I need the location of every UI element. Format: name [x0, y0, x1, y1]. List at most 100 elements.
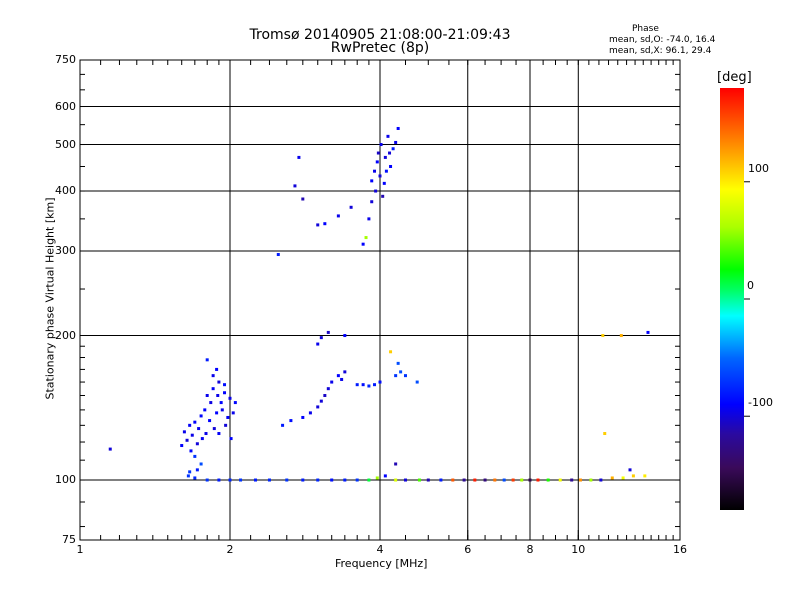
data-point: [403, 478, 407, 482]
data-point: [621, 476, 625, 480]
data-points: [108, 126, 650, 482]
data-point: [349, 205, 353, 209]
data-point: [589, 478, 593, 482]
data-point: [188, 423, 192, 427]
data-point: [361, 383, 365, 387]
data-point: [323, 394, 327, 398]
colorbar-tick-label: 0: [747, 279, 754, 292]
data-point: [631, 474, 635, 478]
data-point: [383, 474, 387, 478]
data-point: [367, 384, 371, 388]
y-tick-label: 100: [55, 473, 76, 487]
data-point: [228, 396, 232, 400]
data-point: [379, 143, 383, 147]
data-point: [619, 334, 623, 338]
y-tick-label: 300: [55, 244, 76, 257]
data-point: [301, 415, 305, 419]
data-point: [330, 478, 334, 482]
data-point: [185, 438, 189, 442]
data-point: [217, 380, 221, 384]
data-point: [208, 419, 212, 423]
data-point: [394, 140, 398, 144]
data-point: [528, 478, 532, 482]
chart-title: Tromsø 20140905 21:08:00-21:09:43: [249, 27, 511, 43]
data-point: [570, 478, 574, 482]
data-point: [536, 478, 540, 482]
colorbar-tick-label: -100: [748, 396, 773, 410]
data-point: [193, 454, 197, 458]
y-axis-label: Stationary phase Virtual Height [km]: [43, 197, 57, 400]
x-tick-label: 1: [76, 543, 84, 556]
data-point: [223, 391, 227, 395]
x-tick-label: 2: [226, 543, 234, 556]
data-point: [578, 478, 582, 482]
plot-area-frame: [79, 59, 681, 541]
data-point: [394, 478, 398, 482]
data-point: [355, 383, 359, 387]
data-point: [330, 380, 334, 384]
y-tick-label: 400: [55, 184, 76, 198]
data-point: [628, 468, 632, 472]
data-point: [323, 222, 327, 226]
data-point: [375, 476, 379, 480]
data-point: [599, 478, 603, 482]
x-tick-label: 8: [526, 543, 534, 556]
data-point: [219, 401, 223, 405]
data-point: [211, 387, 215, 391]
data-point: [373, 169, 377, 173]
y-tick-label: 200: [55, 328, 76, 342]
data-point: [370, 179, 374, 183]
data-point: [204, 432, 208, 436]
data-point: [610, 476, 614, 480]
phase-stats-x: mean, sd,X: 96.1, 29.4: [609, 46, 712, 56]
data-point: [267, 478, 271, 482]
data-point: [180, 444, 184, 448]
data-point: [399, 370, 403, 374]
data-point: [253, 478, 257, 482]
data-point: [205, 478, 209, 482]
data-point: [378, 380, 382, 384]
data-point: [473, 478, 477, 482]
phase-stats-o: mean, sd,O: -74.0, 16.4: [609, 35, 716, 45]
data-point: [336, 214, 340, 218]
data-point: [382, 181, 386, 185]
data-point: [239, 478, 243, 482]
data-point: [373, 383, 377, 387]
data-point: [483, 478, 487, 482]
data-point: [502, 478, 506, 482]
data-point: [378, 174, 382, 178]
data-point: [396, 361, 400, 365]
data-point: [383, 155, 387, 159]
data-point: [316, 478, 320, 482]
data-point: [199, 462, 203, 466]
data-point: [319, 336, 323, 340]
data-point: [520, 478, 524, 482]
data-point: [439, 478, 443, 482]
data-point: [374, 189, 378, 193]
data-point: [205, 358, 209, 362]
data-point: [193, 420, 197, 424]
data-point: [388, 151, 392, 155]
data-point: [223, 383, 227, 387]
data-point: [209, 401, 213, 405]
data-point: [603, 432, 607, 436]
data-point: [231, 411, 235, 415]
data-point: [226, 415, 230, 419]
data-point: [376, 151, 380, 155]
data-point: [211, 374, 215, 378]
data-point: [220, 408, 224, 412]
y-tick-label: 75: [62, 533, 76, 546]
x-tick-label: 6: [464, 543, 472, 556]
data-point: [326, 330, 330, 334]
data-point: [601, 334, 605, 338]
data-point: [415, 380, 419, 384]
data-point: [316, 342, 320, 346]
data-point: [361, 242, 365, 246]
data-point: [197, 427, 201, 431]
data-point: [511, 478, 515, 482]
phase-colorbar: [720, 88, 744, 510]
colorbar-ticks: [744, 181, 750, 417]
grid-lines: [80, 60, 680, 540]
data-point: [343, 334, 347, 338]
data-point: [646, 330, 650, 334]
